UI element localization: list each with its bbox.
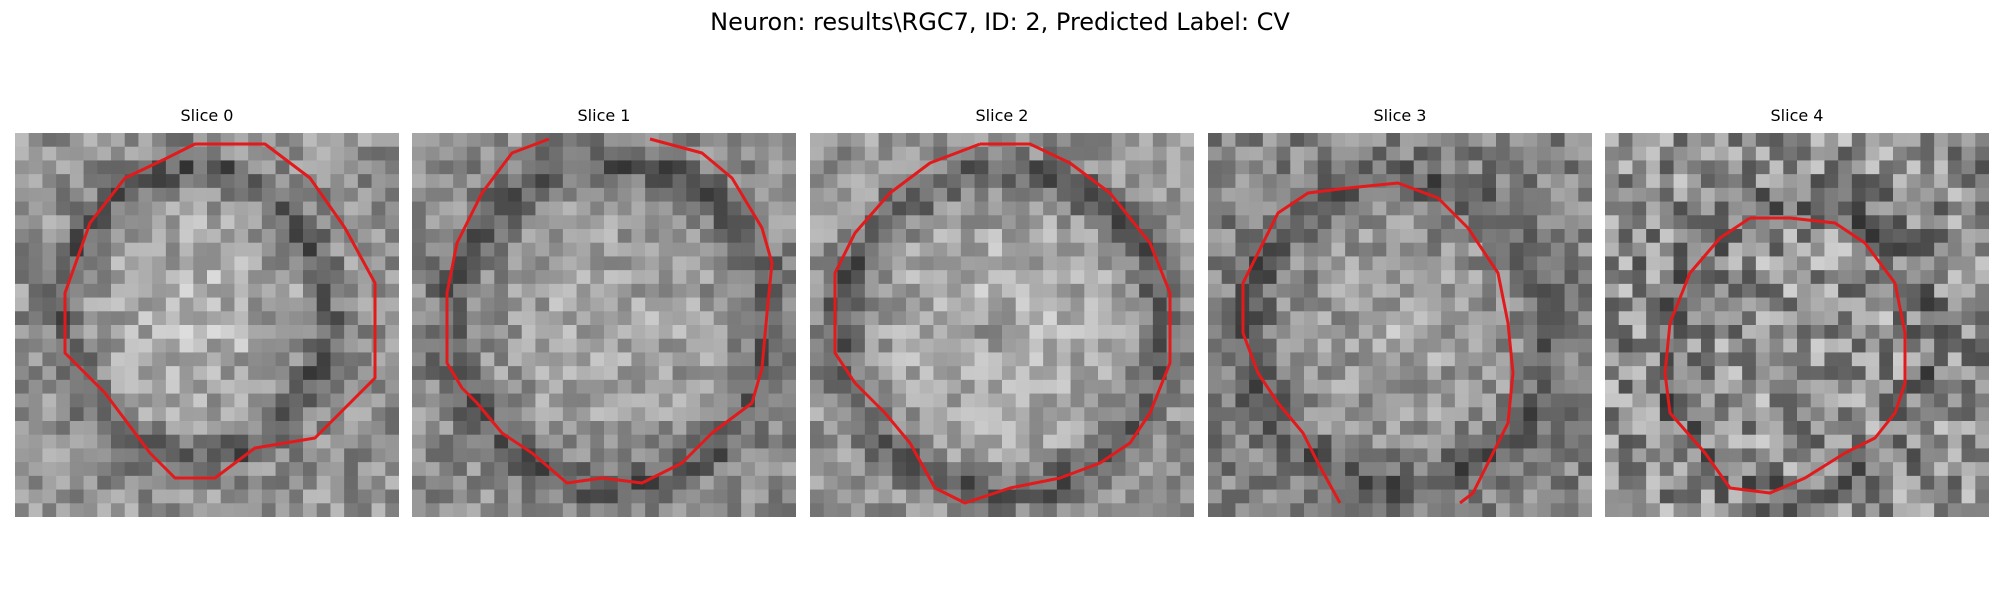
slice-image bbox=[412, 133, 796, 517]
contour-outline bbox=[833, 142, 1172, 505]
contour-outline bbox=[63, 142, 377, 480]
slice-title: Slice 3 bbox=[1373, 106, 1427, 125]
figure-title: Neuron: results\RGC7, ID: 2, Predicted L… bbox=[710, 8, 1290, 36]
slice-title: Slice 1 bbox=[577, 106, 631, 125]
slice-image bbox=[1605, 133, 1989, 517]
contour-outline bbox=[1663, 216, 1907, 495]
slice-image bbox=[1208, 133, 1592, 517]
slice-image bbox=[810, 133, 1194, 517]
contour-outline bbox=[445, 137, 774, 485]
slice-image bbox=[15, 133, 399, 517]
slice-title: Slice 2 bbox=[975, 106, 1029, 125]
slice-title: Slice 4 bbox=[1770, 106, 1824, 125]
slice-title: Slice 0 bbox=[180, 106, 234, 125]
contour-outline bbox=[1241, 181, 1515, 505]
